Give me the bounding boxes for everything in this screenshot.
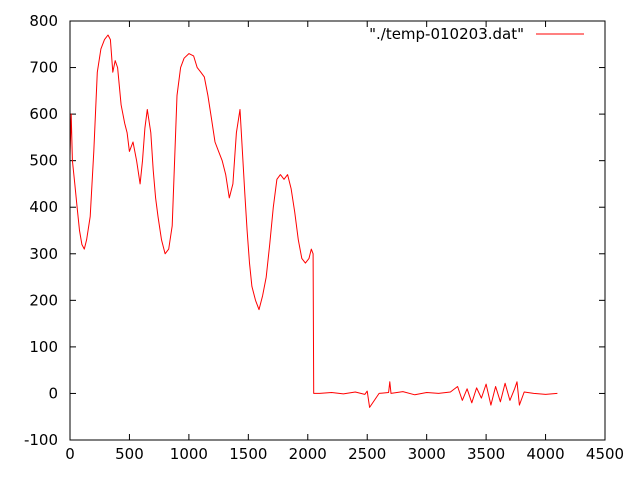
y-tick-label: 400 [29,198,58,216]
y-tick-label: 300 [29,245,58,263]
y-tick-label: 0 [48,384,58,402]
y-tick-label: 600 [29,105,58,123]
x-tick-label: 3000 [408,445,446,463]
series-layer [69,34,558,408]
x-tick-label: 3500 [467,445,505,463]
y-tick-label: 700 [29,59,58,77]
y-tick-label: -100 [24,431,58,449]
legend: "./temp-010203.dat" [369,25,584,43]
x-tick-label: 2000 [289,445,327,463]
x-tick-label: 1000 [170,445,208,463]
x-tick-label: 4500 [586,445,624,463]
series-line-0 [69,34,558,408]
x-tick-labels: 0 500 1000 1500 2000 2500 3000 3500 4000 4500 [65,445,624,463]
x-tick-label: 500 [115,445,144,463]
y-tick-label: 100 [29,338,58,356]
x-tick-label: 2500 [348,445,386,463]
x-tick-label: 0 [65,445,75,463]
plot-frame [69,20,606,441]
x-tick-label: 1500 [229,445,267,463]
y-tick-labels: -100 0 100 200 300 400 500 600 700 800 [24,12,58,449]
legend-label: "./temp-010203.dat" [369,25,524,43]
y-tick-label: 800 [29,12,58,30]
y-tick-label: 500 [29,152,58,170]
x-tick-label: 4000 [526,445,564,463]
y-tick-label: 200 [29,291,58,309]
tick-marks [69,20,606,441]
